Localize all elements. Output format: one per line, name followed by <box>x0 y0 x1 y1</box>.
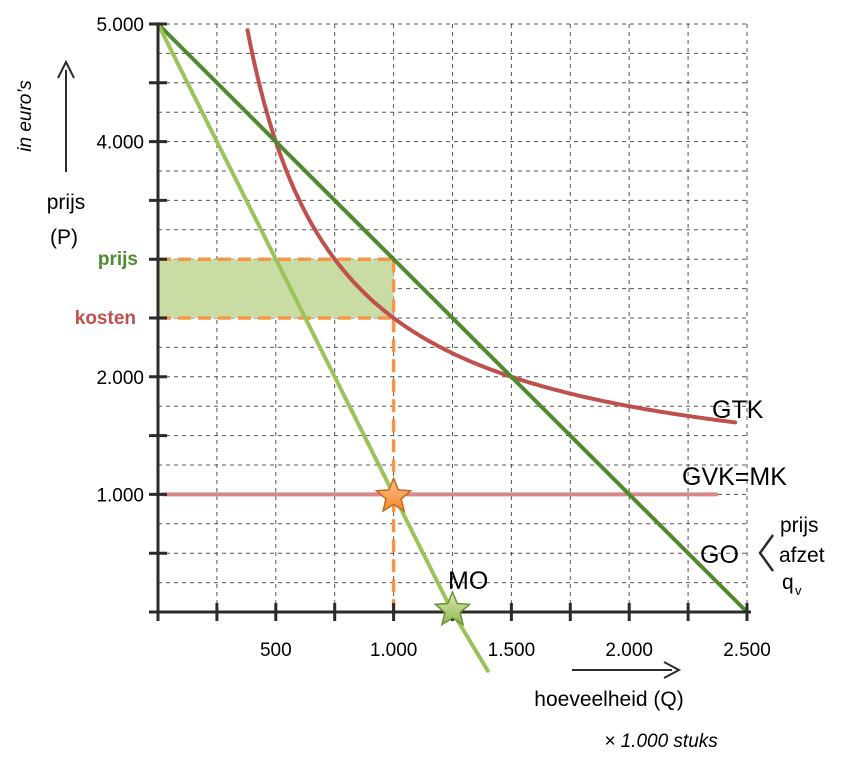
y-axis-arrow-head <box>57 59 75 79</box>
cost-label: kosten <box>75 308 136 329</box>
profit-area <box>158 259 394 318</box>
x-tick-label: 2.500 <box>723 640 771 661</box>
series-label-gtk: GTK <box>712 396 764 424</box>
x-tick-label: 1.500 <box>488 640 536 661</box>
series-line-gtk <box>245 28 738 425</box>
mo-zero-star <box>433 590 472 627</box>
x-axis-title: hoeveelheid (Q) <box>534 688 683 711</box>
markers <box>374 476 472 627</box>
go-brace-subscript: v <box>795 583 802 598</box>
y-axis-title-line2: (P) <box>50 226 78 249</box>
y-tick-label: 1.000 <box>96 485 144 506</box>
optimum-star <box>374 476 413 513</box>
x-tick-label: 2.000 <box>605 640 653 661</box>
price-label: prijs <box>98 249 138 270</box>
go-brace-label: q <box>782 571 794 594</box>
x-axis-arrow-head <box>663 661 682 679</box>
y-tick-label: 4.000 <box>96 133 144 154</box>
y-unit-label: in euro’s <box>15 80 36 152</box>
go-brace-label: afzet <box>779 544 825 567</box>
x-tick-label: 500 <box>260 640 292 661</box>
series-label-mo: MO <box>448 567 488 595</box>
axes <box>149 22 751 621</box>
x-tick-label: 1.000 <box>370 640 418 661</box>
go-brace-label: prijs <box>780 514 819 537</box>
x-unit-label: × 1.000 stuks <box>604 731 718 752</box>
series-line-go <box>156 22 749 614</box>
go-brace <box>758 534 775 572</box>
series-label-gvk-mk: GVK=MK <box>682 463 787 491</box>
labels: 500 1.000 1.500 2.000 2.500 1.000 2.000 4.000 5.… <box>15 15 825 752</box>
y-tick-label: 2.000 <box>96 368 144 389</box>
y-axis-title: prijs <box>47 191 86 214</box>
series-label-go: GO <box>700 541 739 569</box>
y-tick-label: 5.000 <box>96 15 144 36</box>
